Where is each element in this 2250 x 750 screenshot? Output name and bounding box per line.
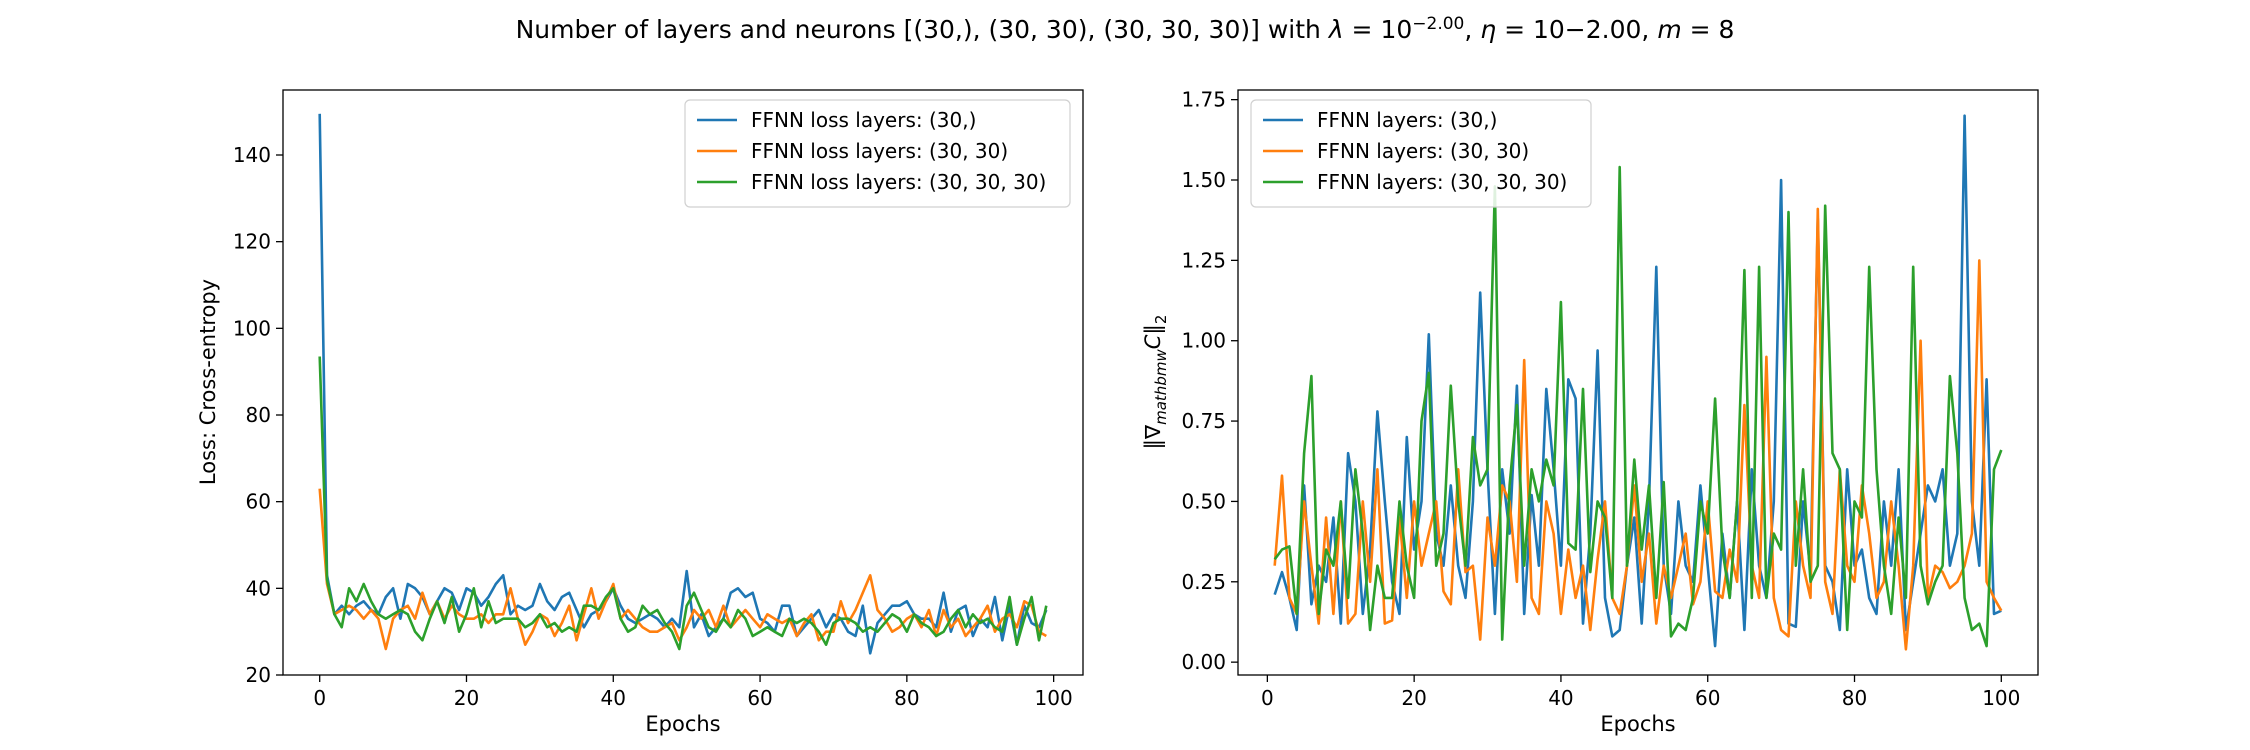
gradient-chart-x-tick-label: 0	[1261, 686, 1274, 710]
loss-chart-y-tick-label: 120	[233, 230, 271, 254]
loss-chart-y-tick-label: 80	[246, 403, 271, 427]
loss-chart-y-tick-label: 20	[246, 663, 271, 687]
gradient-chart-legend: FFNN layers: (30,) FFNN layers: (30, 30) F…	[1250, 99, 1592, 208]
gradient-chart-y-tick-label: 0.75	[1181, 409, 1226, 433]
gradient-chart-legend-label-1: FFNN layers: (30,)	[1317, 108, 1497, 132]
loss-chart-x-tick-label: 60	[747, 686, 772, 710]
loss-chart-x-tick-label: 20	[454, 686, 479, 710]
gradient-chart-y-tick-label: 1.25	[1181, 248, 1226, 272]
gradient-chart-x-tick-label: 100	[1982, 686, 2020, 710]
loss-chart-y-ticks: 20 40 60 80 100 120 140	[233, 143, 283, 687]
gradient-chart-y-tick-label: 0.50	[1181, 489, 1226, 513]
gradient-chart-y-ticks: 0.00 0.25 0.50 0.75 1.00 1.25 1.50 1.75	[1181, 88, 1238, 674]
loss-chart-x-tick-label: 0	[313, 686, 326, 710]
gradient-chart-series-3-line	[1273, 165, 2003, 648]
gradient-chart-y-tick-label: 1.50	[1181, 168, 1226, 192]
gradient-chart-y-tick-label: 0.00	[1181, 650, 1226, 674]
loss-chart-x-ticks: 0 20 40 60 80 100	[313, 675, 1073, 710]
gradient-chart-x-tick-label: 60	[1695, 686, 1720, 710]
gradient-chart-series-1-line	[1273, 114, 2002, 648]
gradient-chart: 0 20 40 60 80 100 0.00 0.25 0.50 0.75 1.00 1.25 1.5…	[1141, 88, 2039, 736]
gradient-chart-x-tick-label: 40	[1548, 686, 1573, 710]
gradient-chart-lines	[1273, 114, 2003, 651]
loss-chart-y-tick-label: 140	[233, 143, 271, 167]
loss-chart-y-tick-label: 40	[246, 576, 271, 600]
loss-chart-legend-box	[684, 99, 1071, 208]
loss-chart-series-3-line	[318, 356, 1048, 651]
gradient-chart-ylabel: ‖∇mathbmwC‖2	[1141, 315, 1170, 450]
loss-chart-x-tick-label: 40	[601, 686, 626, 710]
loss-chart-x-tick-label: 80	[894, 686, 919, 710]
gradient-chart-x-ticks: 0 20 40 60 80 100	[1261, 675, 2020, 710]
gradient-chart-legend-box	[1250, 99, 1592, 208]
gradient-chart-legend-label-3: FFNN layers: (30, 30, 30)	[1317, 170, 1567, 194]
gradient-chart-y-tick-label: 1.00	[1181, 329, 1226, 353]
loss-chart-y-tick-label: 100	[233, 316, 271, 340]
gradient-chart-y-tick-label: 1.75	[1181, 88, 1226, 112]
loss-chart-legend: FFNN loss layers: (30,) FFNN loss layers:…	[684, 99, 1071, 208]
loss-chart-legend-label-3: FFNN loss layers: (30, 30, 30)	[751, 170, 1046, 194]
gradient-chart-y-tick-label: 0.25	[1181, 570, 1226, 594]
loss-chart-y-tick-label: 60	[246, 490, 271, 514]
loss-chart: 0 20 40 60 80 100 20 40 60 80 100 120 140 Epochs Lo…	[196, 89, 1084, 736]
gradient-chart-xlabel: Epochs	[1600, 712, 1675, 736]
gradient-chart-legend-label-2: FFNN layers: (30, 30)	[1317, 139, 1529, 163]
figure-title-text: Number of layers and neurons [(30,), (30…	[516, 15, 1329, 44]
loss-chart-legend-label-1: FFNN loss layers: (30,)	[751, 108, 976, 132]
gradient-chart-x-tick-label: 20	[1401, 686, 1426, 710]
loss-chart-xlabel: Epochs	[645, 712, 720, 736]
loss-chart-legend-label-2: FFNN loss layers: (30, 30)	[751, 139, 1008, 163]
gradient-chart-x-tick-label: 80	[1842, 686, 1867, 710]
loss-chart-ylabel: Loss: Cross-entropy	[196, 279, 220, 485]
gradient-chart-series-2-line	[1273, 207, 2003, 651]
loss-chart-x-tick-label: 100	[1035, 686, 1073, 710]
loss-chart-lines	[318, 113, 1048, 655]
figure-title: Number of layers and neurons [(30,), (30…	[516, 14, 1735, 44]
